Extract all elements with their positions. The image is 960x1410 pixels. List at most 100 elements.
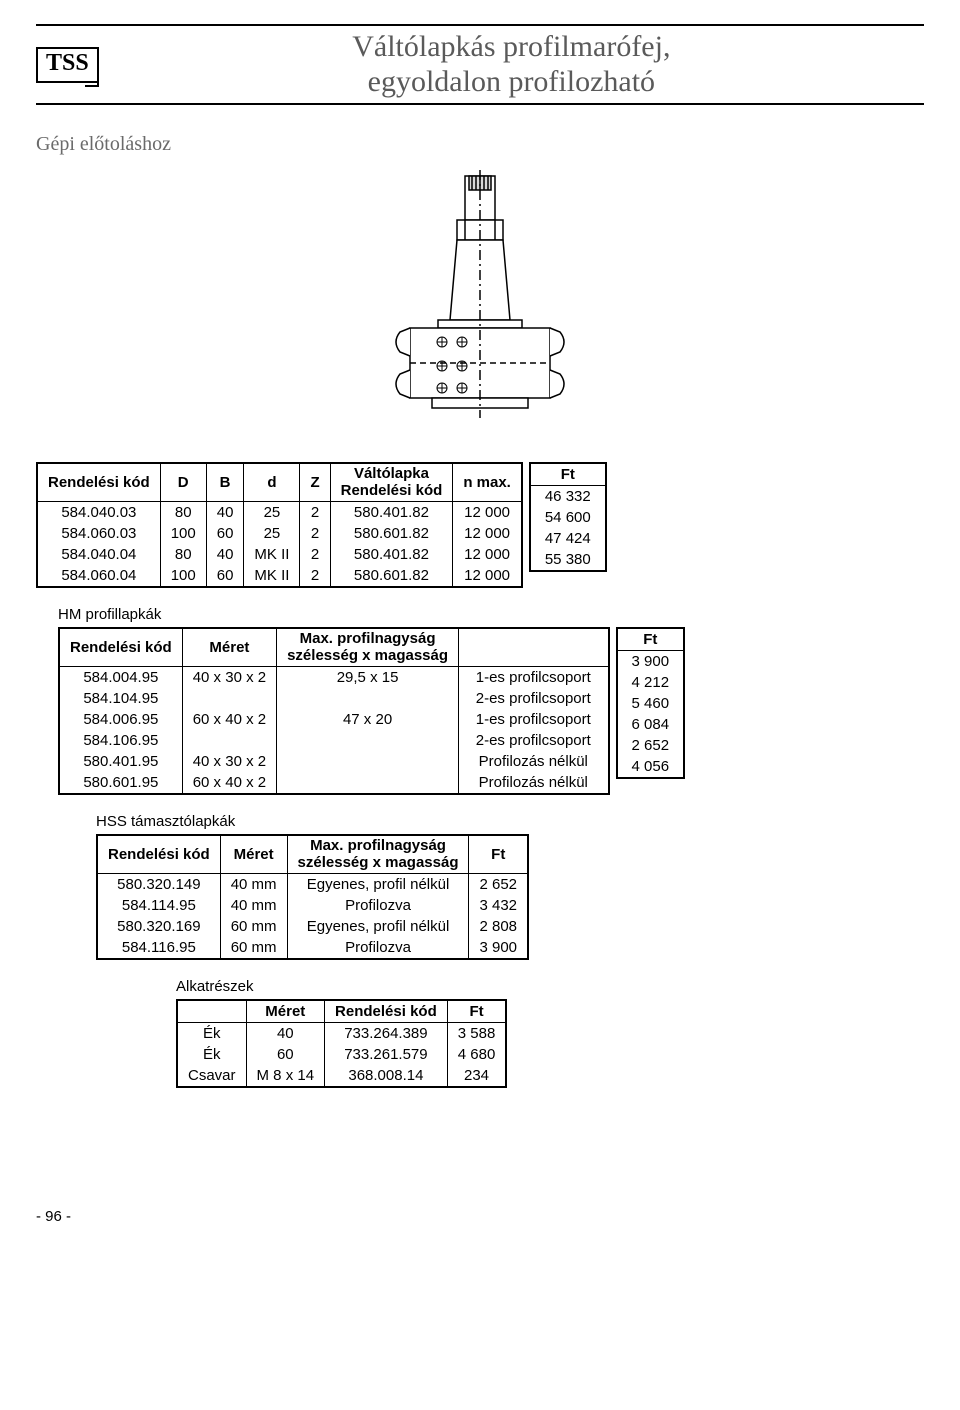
table-cell: 2: [300, 565, 330, 587]
ft-cell: 46 332: [531, 486, 605, 507]
table-cell: 584.116.95: [97, 937, 220, 959]
t1h4: Z: [300, 463, 330, 502]
table-cell: 584.106.95: [59, 730, 182, 751]
t1h0: Rendelési kód: [37, 463, 160, 502]
t2h0: Rendelési kód: [59, 628, 182, 667]
title-line-1: Váltólapkás profilmarófej,: [352, 30, 670, 63]
table-cell: 40: [206, 502, 244, 524]
t2h1: Méret: [182, 628, 276, 667]
table-cell: 12 000: [453, 544, 522, 565]
t1h1: D: [160, 463, 206, 502]
table2-title: HM profillapkák: [58, 606, 924, 623]
table-cell: 368.008.14: [325, 1065, 448, 1087]
table-cell: 12 000: [453, 523, 522, 544]
table-cell: 584.060.03: [37, 523, 160, 544]
table-cell: Profilozás nélkül: [459, 751, 609, 772]
table-cell: [182, 688, 276, 709]
table-cell: M 8 x 14: [246, 1065, 325, 1087]
table-cell: [277, 688, 459, 709]
ft-cell: 5 460: [618, 693, 684, 714]
table-cell: 4 680: [447, 1044, 506, 1065]
table-cell: 2 808: [469, 916, 528, 937]
table-cell: 60: [206, 523, 244, 544]
subhead: Gépi előtoláshoz: [36, 133, 924, 156]
t1fh: Ft: [531, 464, 605, 486]
table3-title: HSS támasztólapkák: [96, 813, 924, 830]
table-cell: 60 x 40 x 2: [182, 709, 276, 730]
table-cell: 60 mm: [220, 916, 287, 937]
t1h2: B: [206, 463, 244, 502]
t4h0: [177, 1000, 246, 1023]
table-cell: 29,5 x 15: [277, 667, 459, 689]
table-cell: 40 x 30 x 2: [182, 751, 276, 772]
table-cell: 40 mm: [220, 895, 287, 916]
table-cell: 2: [300, 502, 330, 524]
t3h3: Ft: [469, 835, 528, 874]
table-cell: 80: [160, 502, 206, 524]
t2h3: [459, 628, 609, 667]
table-cell: Egyenes, profil nélkül: [287, 874, 469, 896]
title-line-2: egyoldalon profilozható: [368, 65, 655, 98]
t1h3: d: [244, 463, 300, 502]
table-cell: Ék: [177, 1023, 246, 1045]
tool-diagram: [36, 170, 924, 434]
ft-cell: 4 212: [618, 672, 684, 693]
table-cell: 40 x 30 x 2: [182, 667, 276, 689]
table-cell: 40: [206, 544, 244, 565]
table-cell: 2: [300, 523, 330, 544]
table-cell: 40: [246, 1023, 325, 1045]
table-cell: 1-es profilcsoport: [459, 667, 609, 689]
table4-main: Méret Rendelési kód Ft Ék40733.264.3893 …: [176, 999, 507, 1088]
t3h0: Rendelési kód: [97, 835, 220, 874]
table-cell: 580.320.149: [97, 874, 220, 896]
table-cell: 580.601.82: [330, 523, 453, 544]
table1-row: Rendelési kód D B d Z VáltólapkaRendelés…: [36, 462, 924, 588]
t4h2: Rendelési kód: [325, 1000, 448, 1023]
ft-cell: 6 084: [618, 714, 684, 735]
table-cell: 100: [160, 565, 206, 587]
table-cell: 584.104.95: [59, 688, 182, 709]
page-number: - 96 -: [36, 1208, 924, 1225]
table-cell: Ék: [177, 1044, 246, 1065]
table-cell: [277, 772, 459, 794]
table-cell: 80: [160, 544, 206, 565]
table-cell: Profilozva: [287, 937, 469, 959]
table-cell: MK II: [244, 565, 300, 587]
table-cell: Egyenes, profil nélkül: [287, 916, 469, 937]
table-cell: 3 588: [447, 1023, 506, 1045]
table-cell: [277, 730, 459, 751]
table-cell: 733.264.389: [325, 1023, 448, 1045]
table-cell: [182, 730, 276, 751]
page-title: Váltólapkás profilmarófej, egyoldalon pr…: [99, 30, 924, 99]
t2h2: Max. profilnagyságszélesség x magasság: [277, 628, 459, 667]
table-cell: 2: [300, 544, 330, 565]
table-cell: 12 000: [453, 565, 522, 587]
t3h1: Méret: [220, 835, 287, 874]
table1-main: Rendelési kód D B d Z VáltólapkaRendelés…: [36, 462, 523, 588]
table-cell: 584.006.95: [59, 709, 182, 730]
table-cell: Csavar: [177, 1065, 246, 1087]
table4-title: Alkatrészek: [176, 978, 924, 995]
table-cell: 580.401.95: [59, 751, 182, 772]
table-cell: Profilozva: [287, 895, 469, 916]
table-cell: 12 000: [453, 502, 522, 524]
table-cell: 25: [244, 523, 300, 544]
table-cell: Profilozás nélkül: [459, 772, 609, 794]
table-cell: 580.401.82: [330, 502, 453, 524]
table-cell: 580.601.95: [59, 772, 182, 794]
table-cell: 47 x 20: [277, 709, 459, 730]
ft-cell: 4 056: [618, 756, 684, 777]
table-cell: 60 x 40 x 2: [182, 772, 276, 794]
table1-ft: Ft 46 33254 60047 42455 380: [529, 462, 607, 572]
t4h3: Ft: [447, 1000, 506, 1023]
ft-cell: 54 600: [531, 507, 605, 528]
table-cell: 2 652: [469, 874, 528, 896]
table-cell: [277, 751, 459, 772]
table-cell: 2-es profilcsoport: [459, 730, 609, 751]
ft-cell: 2 652: [618, 735, 684, 756]
table-cell: 60 mm: [220, 937, 287, 959]
t4h1: Méret: [246, 1000, 325, 1023]
t1h6: n max.: [453, 463, 522, 502]
table-cell: MK II: [244, 544, 300, 565]
table-cell: 580.320.169: [97, 916, 220, 937]
